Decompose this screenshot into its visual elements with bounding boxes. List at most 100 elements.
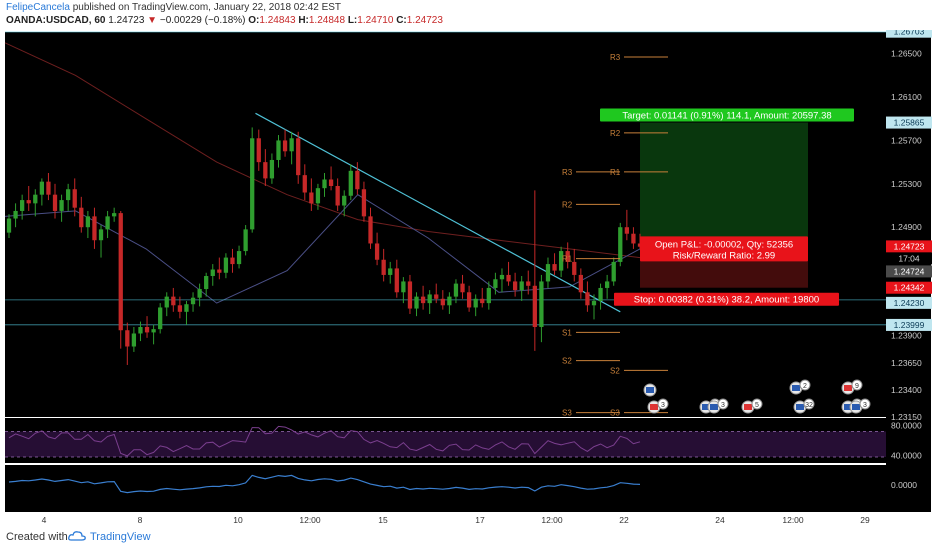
price-tick-label: 1.25300: [891, 179, 922, 189]
pivot-label: S3: [610, 409, 620, 418]
candle-body: [604, 281, 610, 288]
candle-body: [39, 181, 45, 195]
pivot-label: R2: [610, 129, 621, 138]
economic-event-flag: 3: [707, 398, 729, 414]
price-chart[interactable]: R3 R2 R3 R1 R2 R1 S1 S2 S2 S3 S3 Target: 0.01141 (0…: [0, 30, 932, 525]
pivot-label: S2: [610, 366, 620, 375]
candle-body: [611, 261, 616, 282]
candle-body: [388, 268, 393, 275]
candle-body: [282, 140, 288, 152]
flag-stripe: [744, 404, 752, 410]
publish-info: published on TradingView.com, January 22…: [72, 2, 342, 13]
event-count: 32: [805, 402, 813, 409]
candle-body: [20, 200, 25, 211]
candle-body: [473, 298, 478, 308]
moving-average-red: [4, 42, 641, 259]
candle-body: [526, 281, 531, 286]
price-tag-bg: [886, 296, 932, 309]
rsi-tick-label: 40.0000: [891, 451, 922, 461]
candle-body: [98, 229, 104, 241]
candle-body: [230, 257, 235, 265]
author-link[interactable]: FelipeCancela: [6, 2, 70, 13]
rsi-band-fill: [5, 431, 886, 457]
candle-body: [558, 251, 564, 271]
pivot-label: S3: [562, 409, 572, 418]
candle-body: [184, 304, 189, 312]
event-count: 3: [721, 402, 725, 409]
price-tag-bg: [886, 240, 932, 253]
candle-body: [447, 296, 452, 306]
candle-body: [328, 179, 334, 186]
candle-body: [158, 307, 163, 330]
price-tag: 1.24342: [894, 283, 925, 293]
flag-stripe: [852, 404, 860, 410]
flag-stripe: [646, 387, 654, 393]
position-profit-zone: [640, 122, 808, 247]
candle-body: [112, 213, 117, 217]
pivot-label: R3: [610, 53, 621, 62]
price-tag: 1.24723: [894, 241, 925, 251]
high-value: 1.24848: [308, 15, 346, 26]
candle-body: [177, 305, 183, 312]
event-count-badge: [803, 398, 815, 410]
candle-body: [381, 259, 386, 275]
candle-body: [125, 330, 130, 347]
candle-body: [138, 326, 143, 334]
candle-body: [236, 251, 242, 265]
pivot-label: R1: [610, 168, 621, 177]
time-tick-label: 8: [138, 515, 143, 525]
tradingview-link[interactable]: TradingView: [90, 531, 151, 543]
candle-body: [545, 264, 551, 282]
candle-body: [46, 181, 51, 195]
stop-label: Stop: 0.00382 (0.31%) 38.2, Amount: 1980…: [634, 295, 819, 306]
price-tick-label: 1.23400: [891, 385, 922, 395]
pivot-label: S1: [562, 328, 572, 337]
candle-body: [565, 251, 570, 262]
flag-stripe: [844, 385, 852, 391]
candle-body: [315, 188, 321, 204]
price-tag-bg: [886, 252, 932, 265]
price-tick-label: 1.24900: [891, 222, 922, 232]
event-count: 5: [755, 402, 759, 409]
price-tick-label: 1.25700: [891, 135, 922, 145]
event-count-badge: [657, 398, 669, 410]
open-pnl-label: Open P&L: -0.00002, Qty: 52356: [655, 239, 793, 250]
economic-event-flag: 5: [741, 398, 763, 414]
candle-body: [394, 268, 399, 293]
price-tick-label: 1.23900: [891, 331, 922, 341]
price-tag-bg: [886, 265, 932, 278]
candle-body: [52, 194, 58, 211]
price-tag-bg: [886, 281, 932, 294]
candle-body: [598, 287, 603, 301]
descending-trendline: [255, 112, 621, 313]
symbol-label: OANDA:USDCAD, 60: [6, 15, 106, 26]
price-tag-bg: [886, 318, 932, 331]
rsi-tick-label: 80.0000: [891, 421, 922, 431]
time-tick-label: 12:00: [541, 515, 563, 525]
candle-body: [296, 138, 301, 176]
candle-body: [164, 296, 169, 308]
candle-body: [342, 195, 347, 206]
price-tag: 1.24230: [894, 298, 925, 308]
candle-body: [118, 213, 123, 331]
flag-stripe: [796, 404, 804, 410]
candle-body: [506, 274, 511, 282]
event-count-badge: [859, 398, 871, 410]
candle-body: [618, 227, 623, 262]
event-count-badge: [851, 379, 863, 391]
candle-body: [480, 298, 485, 304]
candle-body: [256, 138, 261, 163]
price-tick-label: 1.23150: [891, 412, 922, 422]
candle-body: [585, 292, 590, 306]
risk-reward-label: Risk/Reward Ratio: 2.99: [673, 250, 775, 261]
close-label: C:: [396, 15, 407, 26]
candle-body: [499, 274, 505, 280]
candle-body: [624, 227, 629, 234]
candle-body: [407, 281, 413, 309]
candle-body: [269, 159, 275, 179]
candle-body: [453, 283, 459, 297]
economic-event-flag: 3: [849, 398, 871, 414]
stop-label-bg: [614, 292, 839, 306]
candle-body: [434, 294, 439, 299]
economic-event-flag: [643, 383, 657, 397]
